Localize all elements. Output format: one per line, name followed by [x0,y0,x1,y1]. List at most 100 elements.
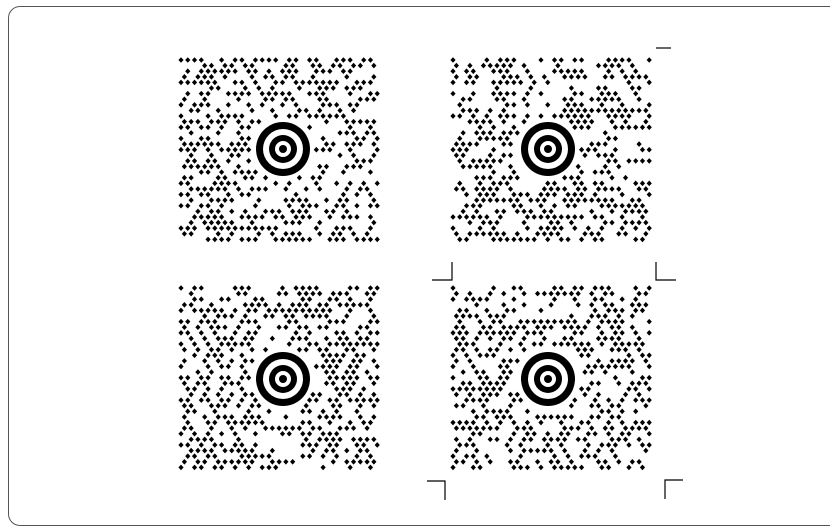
code-module-dot [185,158,191,164]
code-module-dot [347,285,353,291]
code-module-dot [354,374,360,381]
code-module-dot [518,236,524,243]
code-module-dot [474,313,480,319]
code-module-dot [511,124,517,131]
code-module-dot [235,447,242,454]
code-module-dot [595,85,602,91]
code-module-dot [188,230,194,237]
code-module-dot [463,352,470,359]
code-module-dot [242,290,248,297]
code-module-dot [562,186,568,192]
code-module-dot [460,96,466,103]
code-module-dot [646,318,652,325]
code-module-dot [361,135,367,142]
code-module-dot [514,197,520,203]
code-module-dot [276,290,282,297]
code-module-dot [357,458,363,465]
code-module-dot [474,186,480,192]
code-module-dot [246,464,252,471]
code-module-dot [334,79,340,86]
code-module-dot [364,118,370,125]
code-module-dot [592,363,598,370]
code-module-dot [463,386,470,392]
code-module-dot [266,90,272,97]
code-module-dot [178,135,184,142]
code-module-dot [323,313,330,319]
code-module-dot [371,219,377,226]
code-module-dot [273,79,279,86]
code-module-dot [232,225,238,231]
code-module-dot [198,374,204,381]
code-module-dot [246,330,252,336]
code-module-dot [347,386,353,392]
code-module-dot [528,197,534,203]
code-module-dot [374,90,380,97]
code-module-dot [327,374,333,381]
code-module-dot [235,96,242,103]
code-module-dot [266,307,272,314]
code-module-dot [374,318,380,325]
code-module-dot [208,425,215,431]
code-module-dot [306,408,313,415]
code-module-dot [296,425,303,431]
code-module-dot [269,208,275,215]
code-module-dot [364,130,370,136]
code-module-dot [340,214,346,220]
code-module-dot [626,113,632,119]
code-module-dot [606,113,612,119]
code-module-dot [589,208,595,215]
code-module-dot [602,62,608,69]
code-module-dot [514,174,520,181]
code-module-dot [374,135,380,142]
code-module-dot [374,202,380,209]
code-module-dot [474,346,480,353]
code-module-dot [340,57,346,63]
code-module-dot [320,146,326,153]
code-module-dot [514,230,520,237]
code-module-dot [317,425,323,431]
code-module-dot [528,447,534,454]
code-module-dot [293,330,299,336]
code-module-dot [565,202,571,209]
code-module-dot [633,341,639,347]
code-module-dot [578,330,585,336]
code-module-dot [626,158,632,164]
code-module-dot [474,369,480,375]
code-module-dot [643,302,649,308]
code-module-dot [453,346,459,353]
code-module-dot [629,62,635,69]
code-module-dot [487,163,493,170]
code-module-dot [310,290,316,297]
code-module-dot [334,318,340,325]
code-module-dot [225,113,231,119]
code-module-dot [188,335,194,342]
code-module-dot [477,180,483,187]
code-module-dot [262,186,269,192]
code-module-dot [249,335,255,342]
code-module-dot [191,464,198,471]
code-module-dot [300,442,306,448]
code-module-dot [273,57,279,63]
code-module-dot [239,419,245,426]
code-module-dot [212,68,218,75]
code-module-dot [347,57,353,63]
code-module-dot [222,447,228,454]
code-module-dot [504,330,510,336]
code-module-dot [188,219,194,226]
code-module-dot [340,169,346,175]
code-module-dot [235,402,242,409]
code-module-dot [562,290,568,297]
code-module-dot [313,90,319,97]
code-module-dot [487,118,493,125]
code-module-dot [262,96,269,103]
code-module-dot [585,453,591,459]
code-module-dot [235,163,242,170]
code-module-dot [195,458,201,465]
code-module-dot [205,79,211,86]
code-module-dot [290,458,296,465]
code-module-dot [337,302,343,308]
code-module-dot [317,96,323,103]
code-module-dot [595,186,602,192]
code-module-dot [555,230,561,237]
code-module-dot [599,363,605,370]
